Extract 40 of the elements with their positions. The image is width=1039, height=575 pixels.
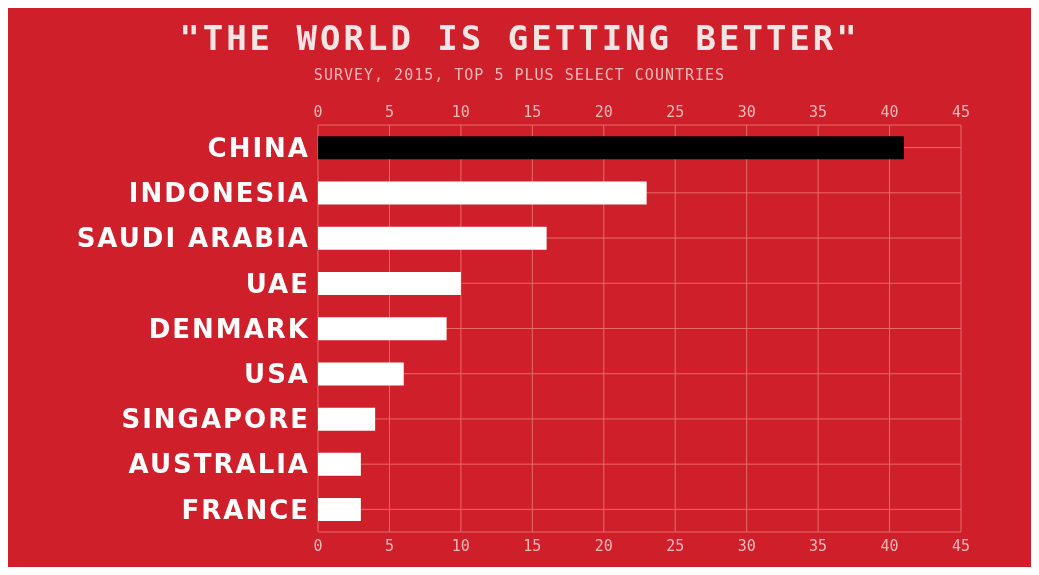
bar [318, 181, 647, 205]
y-tick-label: DENMARK [148, 313, 310, 344]
x2-tick-label: 20 [594, 536, 613, 555]
y-tick-label: FRANCE [181, 494, 310, 525]
x-tick-label: 15 [523, 103, 542, 121]
x-tick-label: 25 [666, 103, 685, 121]
bar [318, 136, 904, 160]
y-tick-label: AUSTRALIA [128, 449, 310, 480]
x-tick-label: 5 [384, 103, 394, 121]
x2-tick-label: 45 [951, 536, 971, 555]
x2-tick-label: 30 [737, 536, 756, 555]
x-tick-label: 0 [313, 103, 323, 121]
bar [318, 452, 361, 476]
x-tick-label: 40 [880, 103, 899, 121]
x2-tick-label: 35 [809, 536, 828, 555]
chart-subtitle: SURVEY, 2015, TOP 5 PLUS SELECT COUNTRIES [312, 66, 727, 84]
x-tick-label: 30 [737, 103, 756, 121]
x2-tick-label: 40 [880, 536, 899, 555]
x-tick-label: 35 [809, 103, 828, 121]
bar [318, 407, 376, 431]
x-tick-label: 10 [451, 103, 470, 121]
y-tick-label: USA [244, 358, 310, 389]
x2-tick-label: 5 [384, 536, 394, 555]
y-tick-label: INDONESIA [128, 178, 310, 209]
x2-tick-label: 10 [451, 536, 470, 555]
y-tick-label: CHINA [207, 132, 310, 163]
bar [318, 226, 547, 250]
y-tick-label: UAE [245, 268, 310, 299]
bar [318, 317, 447, 341]
x-tick-label: 45 [951, 103, 971, 121]
bar [318, 271, 461, 295]
x-tick-label: 20 [594, 103, 613, 121]
x2-tick-label: 15 [523, 536, 542, 555]
y-tick-label: SAUDI ARABIA [76, 223, 310, 254]
bar [318, 362, 404, 386]
chart-title: "THE WORLD IS GETTING BETTER" [178, 18, 861, 58]
x2-tick-label: 25 [666, 536, 685, 555]
x2-tick-label: 0 [313, 536, 323, 555]
y-tick-label: SINGAPORE [121, 404, 310, 435]
bar [318, 498, 361, 522]
